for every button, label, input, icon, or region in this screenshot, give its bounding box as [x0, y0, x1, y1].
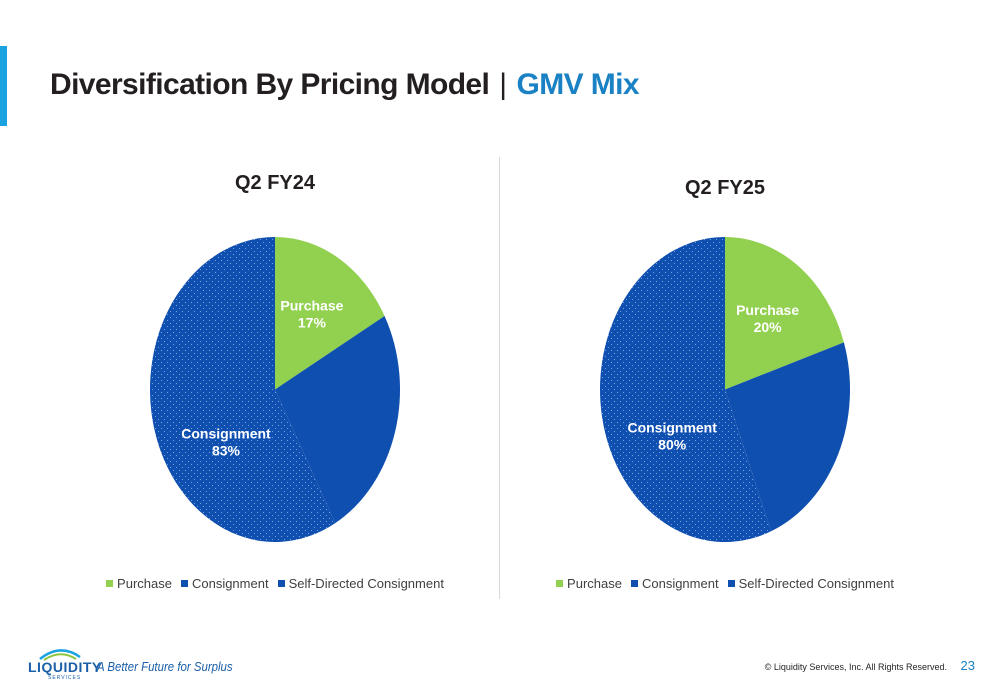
legend-item-purchase: Purchase — [556, 576, 622, 591]
footer-tagline: A Better Future for Surplus — [97, 659, 233, 674]
title-separator: | — [499, 68, 507, 101]
legend-label: Self-Directed Consignment — [288, 576, 444, 591]
slice-label-name: Consignment — [627, 420, 717, 436]
legend-label: Consignment — [641, 576, 719, 591]
legend-label: Purchase — [567, 576, 622, 591]
pie-slice-purchase — [275, 237, 385, 390]
liquidity-logo: LIQUIDITY SERVICES — [28, 647, 101, 681]
slice-label-name: Purchase — [736, 302, 799, 318]
logo-swoosh-icon — [39, 649, 81, 661]
title-main: Diversification By Pricing Model — [50, 68, 490, 101]
chart-divider — [499, 157, 500, 599]
legend-q2-fy24: Purchase Consignment Self-Directed Consi… — [75, 576, 475, 591]
legend-q2-fy25: Purchase Consignment Self-Directed Consi… — [525, 576, 925, 591]
slice-label-value: 20% — [754, 319, 783, 335]
chart-title-q2-fy25: Q2 FY25 — [684, 177, 766, 199]
page-title: Diversification By Pricing Model | GMV Mix — [50, 68, 640, 102]
logo-subtext: SERVICES — [48, 675, 82, 681]
legend-item-consignment: Consignment — [630, 576, 719, 591]
pie-slice-self-directed — [150, 237, 336, 542]
legend-swatch-self-directed — [727, 580, 735, 587]
slice-label-value: 83% — [212, 443, 241, 459]
title-highlight: GMV Mix — [516, 68, 639, 101]
legend-item-consignment: Consignment — [180, 576, 269, 591]
legend-swatch-purchase — [556, 580, 564, 587]
accent-bar — [0, 46, 7, 126]
pie-slice-consignment — [275, 316, 400, 524]
logo-text: LIQUIDITY — [28, 659, 102, 675]
legend-swatch-purchase — [106, 580, 114, 587]
legend-swatch-self-directed — [277, 580, 285, 587]
legend-label: Self-Directed Consignment — [738, 576, 894, 591]
slice-label-value: 80% — [658, 437, 687, 453]
slice-label-name: Consignment — [181, 426, 271, 442]
pie-slice-consignment — [725, 342, 850, 532]
legend-item-self-directed: Self-Directed Consignment — [727, 576, 894, 591]
pie-slice-purchase — [725, 237, 844, 390]
legend-label: Consignment — [191, 576, 269, 591]
slice-label-name: Purchase — [280, 297, 343, 313]
chart-title-q2-fy24: Q2 FY24 — [234, 172, 316, 194]
footer-copyright: © Liquidity Services, Inc. All Rights Re… — [764, 662, 947, 672]
legend-label: Purchase — [117, 576, 172, 591]
legend-swatch-consignment — [630, 580, 638, 587]
page-number: 23 — [960, 658, 975, 673]
legend-item-self-directed: Self-Directed Consignment — [277, 576, 444, 591]
slice-label-value: 17% — [298, 314, 327, 330]
pie-slice-self-directed — [600, 237, 772, 542]
legend-swatch-consignment — [180, 580, 188, 587]
legend-item-purchase: Purchase — [106, 576, 172, 591]
